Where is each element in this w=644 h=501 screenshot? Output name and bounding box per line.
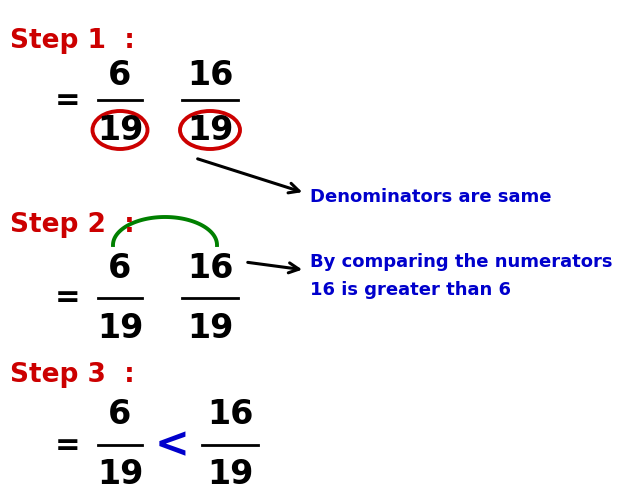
Text: Step 3  :: Step 3 : — [10, 362, 135, 388]
Text: 19: 19 — [97, 312, 143, 345]
Text: 19: 19 — [187, 114, 233, 146]
Text: Step 2  :: Step 2 : — [10, 212, 135, 238]
Text: 16: 16 — [187, 59, 233, 92]
Text: =: = — [55, 284, 80, 313]
Text: 16: 16 — [187, 252, 233, 285]
Text: Denominators are same: Denominators are same — [310, 188, 551, 206]
Text: 6: 6 — [108, 398, 131, 431]
Text: 19: 19 — [97, 114, 143, 146]
Text: 6: 6 — [108, 252, 131, 285]
Text: 6: 6 — [108, 59, 131, 92]
Text: 16: 16 — [207, 398, 253, 431]
Text: 19: 19 — [97, 458, 143, 491]
Text: =: = — [55, 86, 80, 115]
Text: Step 1  :: Step 1 : — [10, 28, 135, 54]
Text: 16 is greater than 6: 16 is greater than 6 — [310, 281, 511, 299]
Text: 19: 19 — [187, 312, 233, 345]
Text: <: < — [155, 424, 189, 466]
Text: =: = — [55, 430, 80, 459]
Text: 19: 19 — [207, 458, 253, 491]
Text: By comparing the numerators: By comparing the numerators — [310, 253, 612, 271]
